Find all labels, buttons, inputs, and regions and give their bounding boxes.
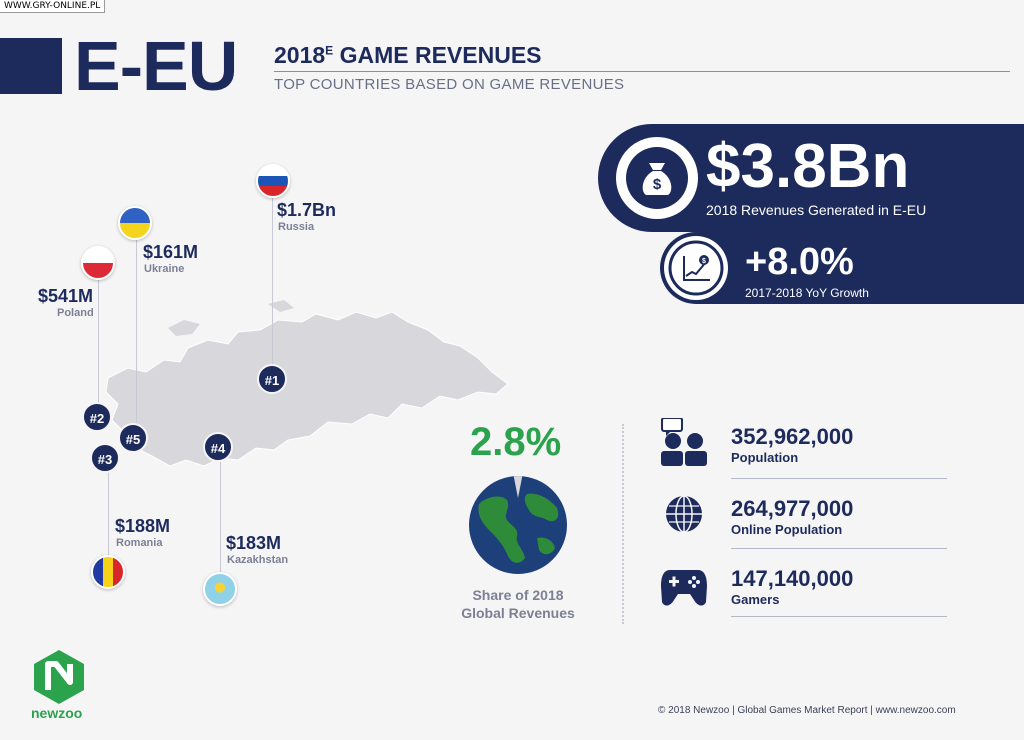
header-divider [274, 71, 1010, 72]
global-share-value: 2.8% [470, 420, 562, 464]
title-accent-block [0, 38, 62, 94]
growth-chart-icon: $ [664, 236, 728, 300]
heading-year: 2018 [274, 42, 326, 68]
population-label: Population [731, 450, 799, 465]
gamers-label: Gamers [731, 592, 780, 607]
rank-marker-poland: #2 [82, 402, 112, 432]
globe-share-icon [469, 476, 567, 574]
rank-marker-ukraine: #5 [118, 423, 148, 453]
gamepad-icon [660, 566, 708, 613]
global-share-label-line1: Share of 2018 [472, 587, 564, 603]
kazakhstan-flag-icon [203, 572, 237, 606]
total-revenue-label: 2018 Revenues Generated in E-EU [706, 202, 927, 218]
page-subtitle: TOP COUNTRIES BASED ON GAME REVENUES [274, 76, 625, 93]
online-population-label: Online Population [731, 522, 843, 537]
gamers-value: 147,140,000 [731, 566, 854, 591]
poland-flag-icon [81, 246, 115, 280]
total-revenue-value: $3.8Bn [706, 132, 910, 201]
romania-name: Romania [116, 537, 163, 549]
kazakhstan-pin-line [220, 462, 221, 578]
population-divider [731, 478, 947, 479]
romania-pin-line [108, 470, 109, 562]
heading-text: GAME REVENUES [333, 42, 542, 68]
online-population-divider [731, 548, 947, 549]
money-bag-icon: $ [626, 147, 688, 209]
people-icon [660, 417, 708, 473]
ukraine-name: Ukraine [144, 263, 185, 275]
brand-name: newzoo [31, 705, 83, 721]
russia-pin-line [272, 196, 273, 372]
online-population-value: 264,977,000 [731, 496, 854, 521]
kazakhstan-revenue: $183M [226, 533, 282, 553]
rank-marker-kazakhstan: #4 [203, 432, 233, 462]
poland-pin-line [98, 280, 99, 410]
footer-credit: © 2018 Newzoo | Global Games Market Repo… [658, 705, 956, 716]
growth-value: +8.0% [745, 241, 854, 283]
population-value: 352,962,000 [731, 424, 854, 449]
rank-marker-romania: #3 [90, 443, 120, 473]
russia-name: Russia [278, 221, 315, 233]
globe-icon [664, 494, 704, 539]
heading-superscript: E [325, 43, 334, 58]
watermark: WWW.GRY-ONLINE.PL [0, 0, 106, 13]
svg-text:$: $ [702, 258, 706, 265]
growth-label: 2017-2018 YoY Growth [745, 286, 869, 300]
region-title: E-EU [74, 27, 238, 105]
russia-flag-icon [256, 164, 290, 198]
romania-flag-icon [91, 555, 125, 589]
poland-name: Poland [57, 307, 94, 319]
ukraine-flag-icon [118, 206, 152, 240]
russia-revenue: $1.7Bn [277, 200, 337, 220]
share-wedge [513, 476, 523, 499]
romania-revenue: $188M [115, 516, 171, 536]
poland-revenue: $541M [38, 286, 94, 306]
newzoo-logo-icon [34, 650, 84, 704]
page-heading: 2018E GAME REVENUES [274, 42, 542, 69]
svg-text:$: $ [653, 176, 662, 193]
ukraine-revenue: $161M [143, 242, 199, 262]
region-map [105, 300, 509, 467]
section-divider [622, 424, 624, 624]
rank-marker-russia: #1 [257, 364, 287, 394]
global-share-label-line2: Global Revenues [461, 605, 575, 621]
global-share-label: Share of 2018 Global Revenues [452, 586, 584, 622]
gamers-divider [731, 616, 947, 617]
kazakhstan-name: Kazakhstan [227, 554, 289, 566]
ukraine-pin-line [136, 240, 137, 430]
